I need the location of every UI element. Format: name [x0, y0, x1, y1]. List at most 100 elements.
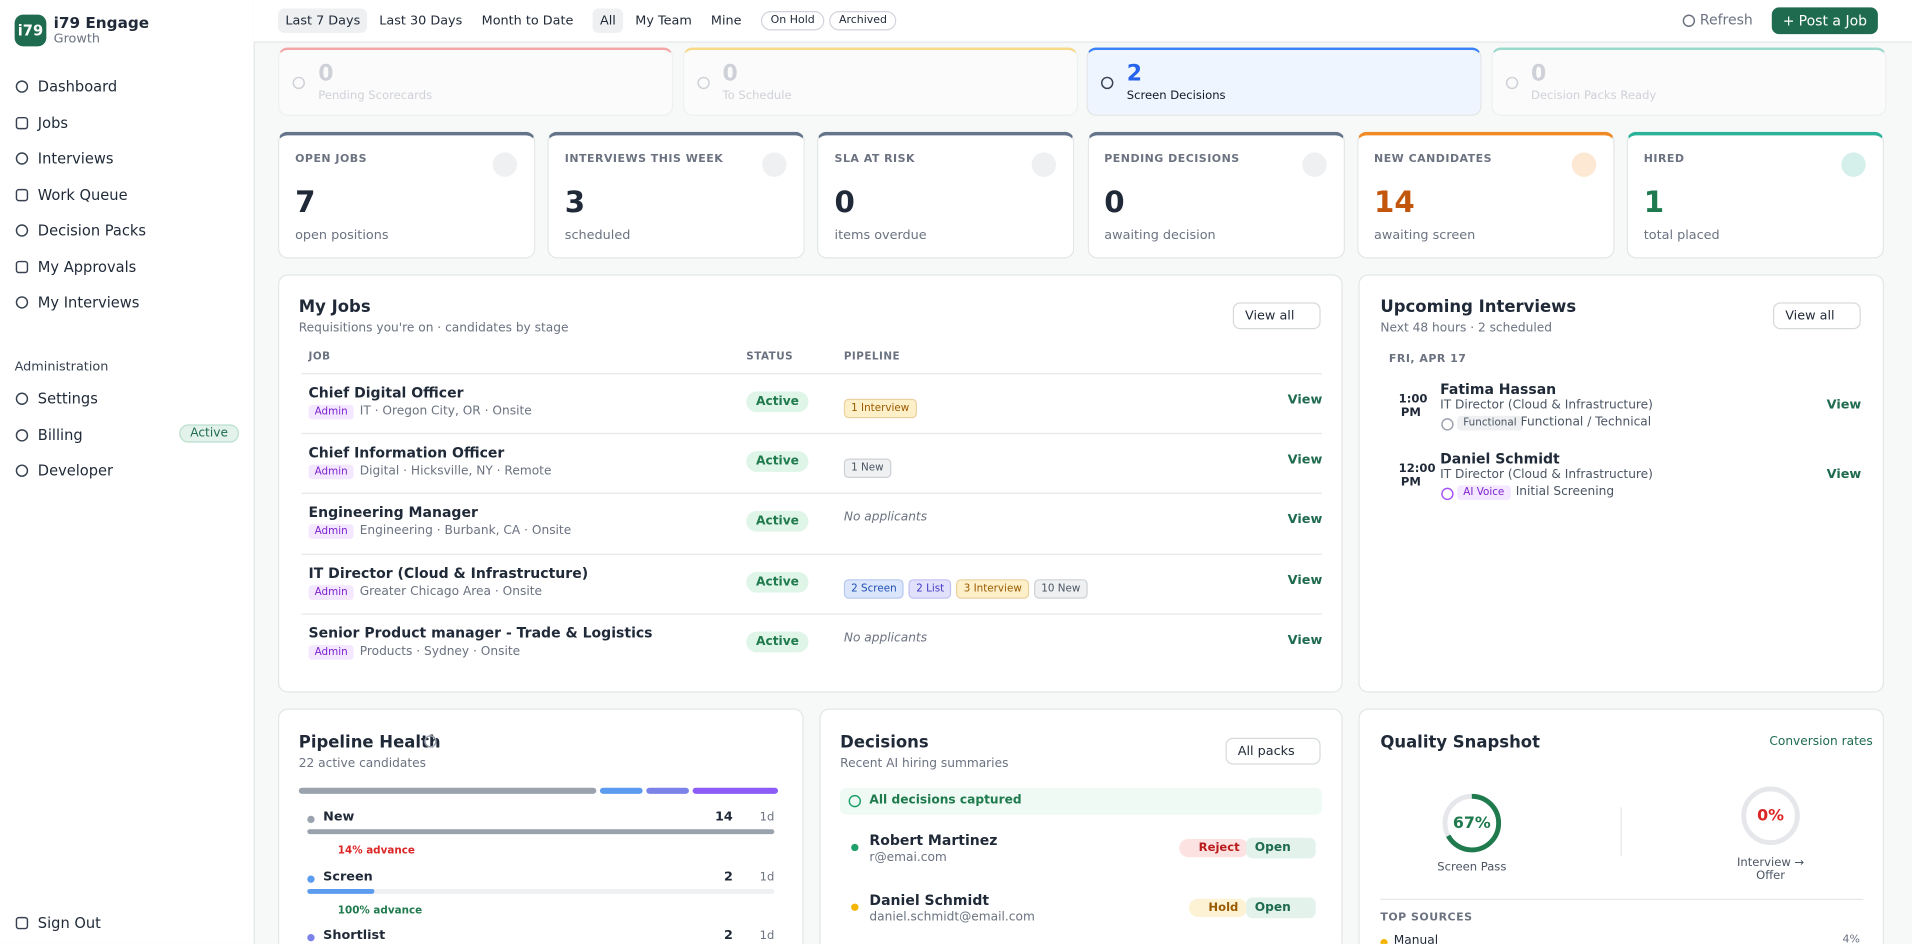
nav-item[interactable]: Developer — [37, 462, 114, 480]
scope-tab[interactable]: All — [592, 8, 624, 33]
job-title[interactable]: Engineering Manager — [308, 504, 478, 522]
view-all-button[interactable]: View all — [1773, 302, 1861, 330]
icon — [848, 794, 862, 808]
range-tab[interactable]: Last 7 Days — [278, 8, 368, 33]
alert-value: 0 — [722, 60, 738, 87]
view-link[interactable]: View — [1287, 452, 1323, 468]
nav-item[interactable]: Settings — [37, 390, 98, 408]
kpi-card: INTERVIEWS THIS WEEK 3 scheduled — [547, 131, 806, 259]
kpi-card: PENDING DECISIONS 0 awaiting decision — [1087, 131, 1345, 259]
alert-card[interactable]: 2 Screen Decisions — [1086, 47, 1482, 116]
icon-shape — [848, 794, 862, 808]
stage-name: New — [323, 809, 355, 825]
icon — [1682, 14, 1696, 27]
job-title[interactable]: IT Director (Cloud & Infrastructure) — [308, 564, 589, 582]
job-title[interactable]: Chief Information Officer — [308, 444, 505, 462]
pipeline-note: No applicants — [843, 631, 928, 645]
status-badge: Active — [746, 631, 809, 653]
kpi-value: 0 — [1104, 185, 1125, 220]
sign-out[interactable]: Sign Out — [37, 914, 101, 932]
job-title[interactable]: Senior Product manager - Trade & Logisti… — [308, 624, 653, 642]
icon-shape — [15, 464, 29, 477]
card-title: Upcoming Interviews — [1380, 297, 1577, 318]
donut — [1741, 786, 1800, 846]
nav-item[interactable]: Jobs — [37, 114, 68, 132]
metric-label: Interview → Offer — [1736, 856, 1805, 883]
kpi-card: HIRED 1 total placed — [1626, 131, 1884, 259]
status-badge: Active — [746, 451, 809, 473]
time-ampm: PM — [1400, 406, 1421, 420]
icon-shape — [15, 224, 29, 237]
nav-item[interactable]: Billing — [37, 426, 83, 444]
icon-shape — [15, 916, 29, 930]
logo: i79 — [14, 14, 47, 47]
status-badge: Active — [746, 511, 809, 533]
verdict: Hold — [1188, 898, 1247, 917]
nav-item[interactable]: My Interviews — [37, 293, 140, 311]
refresh-button[interactable]: Refresh — [1699, 10, 1753, 29]
filter-pill[interactable]: On Hold — [760, 10, 825, 31]
view-link[interactable]: View — [1287, 632, 1323, 648]
time: 1:00 — [1398, 392, 1428, 407]
view-link[interactable]: View — [1287, 392, 1323, 408]
stage-count: 2 — [723, 927, 733, 943]
candidate-name: Robert Martinez — [869, 831, 998, 849]
icon — [15, 224, 29, 237]
column-header: PIPELINE — [843, 351, 901, 364]
section-heading: Administration — [14, 359, 109, 375]
view-link[interactable]: View — [1826, 397, 1862, 413]
view-all-button[interactable]: View all — [1232, 302, 1321, 330]
source-name: Manual — [1393, 934, 1439, 944]
pipeline-health-card: Pipeline Health 22 active candidates New 14… — [278, 708, 804, 944]
time: 12:00 — [1398, 462, 1436, 476]
job-tag: Admin — [308, 644, 354, 660]
icon — [15, 464, 29, 477]
stage-age: 1d — [759, 870, 775, 884]
alert-card[interactable]: 0 To Schedule — [682, 47, 1078, 116]
stage-track — [307, 888, 775, 894]
nav-item[interactable]: Dashboard — [37, 78, 118, 96]
interview-tag: Functional — [1457, 415, 1523, 431]
status-badge: Active — [746, 571, 809, 593]
distribution-segment — [298, 787, 597, 794]
view-link[interactable]: View — [1287, 512, 1323, 528]
job-tag: Admin — [308, 584, 354, 600]
pipeline-chip: 1 Interview — [843, 398, 917, 419]
nav-item[interactable]: Work Queue — [37, 185, 128, 204]
alert-card[interactable]: 0 Decision Packs Ready — [1490, 47, 1886, 116]
filter-pill[interactable]: Archived — [829, 10, 897, 31]
status-dot — [851, 903, 859, 911]
view-link[interactable]: View — [1287, 572, 1323, 588]
nav-item[interactable]: My Approvals — [37, 257, 137, 275]
job-title[interactable]: Chief Digital Officer — [308, 384, 464, 402]
icon-shape — [292, 76, 305, 90]
kpi-value: 3 — [564, 185, 586, 220]
status-dot — [851, 843, 859, 852]
range-tab[interactable]: Last 30 Days — [379, 13, 463, 29]
pipeline: 1 New — [843, 453, 896, 479]
kpi-title: SLA AT RISK — [834, 153, 916, 166]
metric-value: 0% — [1757, 807, 1785, 826]
scope-tab[interactable]: My Team — [635, 13, 692, 29]
all-packs-button[interactable]: All packs — [1225, 737, 1321, 765]
range-tab[interactable]: Month to Date — [481, 13, 574, 29]
post-job-button[interactable]: Post a Job + — [1771, 7, 1879, 35]
kpi-sub: awaiting screen — [1374, 228, 1476, 243]
conversion-link[interactable]: Conversion rates — [1769, 735, 1873, 749]
nav-item[interactable]: Decision Packs — [37, 221, 147, 240]
kpi-title: NEW CANDIDATES — [1374, 153, 1493, 166]
stage-dot — [307, 874, 315, 883]
icon — [696, 76, 710, 90]
view-link[interactable]: View — [1826, 467, 1862, 482]
stage-name: Screen — [323, 868, 373, 884]
alert-card[interactable]: 0 Pending Scorecards — [278, 47, 674, 116]
stage-name: Shortlist — [323, 927, 386, 943]
icon-shape — [696, 76, 710, 90]
pipeline-note: No applicants — [843, 511, 928, 525]
open-button[interactable]: Open — [1246, 897, 1316, 919]
job-meta: Greater Chicago Area · Onsite — [359, 584, 543, 599]
scope-tab[interactable]: Mine — [710, 13, 742, 29]
job-meta: Engineering · Burbank, CA · Onsite — [359, 524, 572, 539]
open-button[interactable]: Open — [1246, 837, 1316, 859]
nav-item[interactable]: Interviews — [37, 149, 114, 168]
